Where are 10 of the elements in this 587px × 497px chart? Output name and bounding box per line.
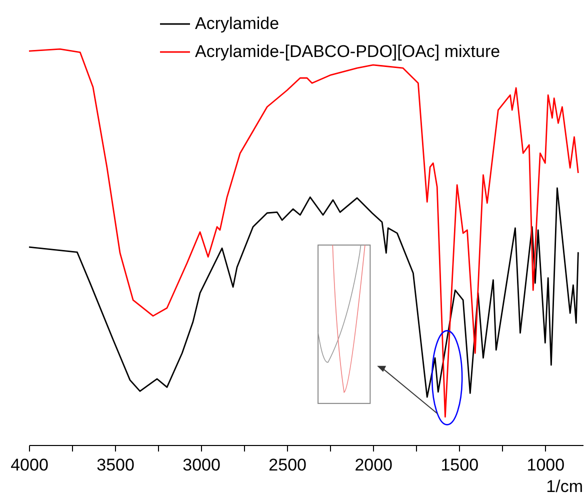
legend-label: Acrylamide — [195, 14, 280, 33]
legend-label: Acrylamide-[DABCO-PDO][OAc] mixture — [195, 42, 500, 61]
x-tick-label: 1500 — [440, 456, 479, 474]
x-tick-label: 3500 — [96, 456, 134, 474]
x-tick-label: 3000 — [182, 456, 220, 474]
x-tick-label: 4000 — [10, 456, 48, 474]
x-tick-label: 1000 — [526, 456, 565, 474]
x-axis-title: 1/cm — [546, 477, 583, 496]
x-tick-label: 2500 — [268, 456, 306, 474]
x-tick-label: 2000 — [354, 456, 393, 474]
